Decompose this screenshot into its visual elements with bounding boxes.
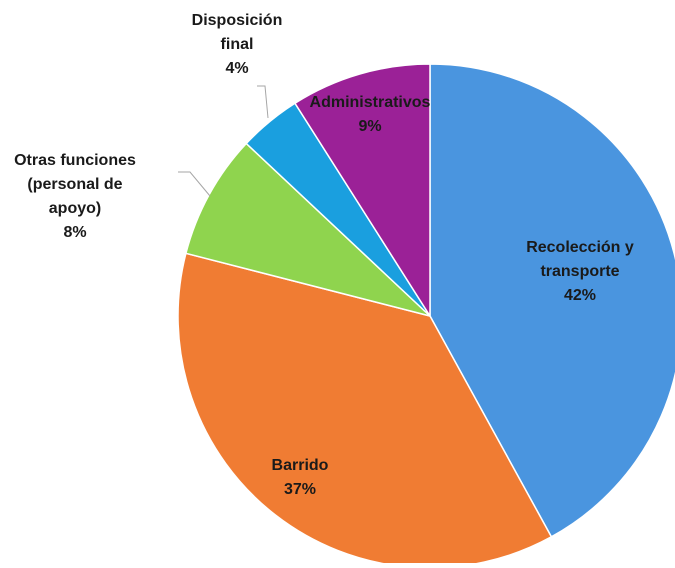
labels-layer: Recolección y transporte 42% Barrido 37% Otra… [14, 12, 634, 498]
slices-layer [177, 63, 675, 568]
slice-name-label: apoyo) [49, 200, 101, 217]
leaders-layer [178, 85, 269, 197]
slice-label-1: Barrido 37% [272, 457, 329, 498]
slice-name-label: Disposición [192, 12, 283, 29]
slice-percent-label: 42% [564, 287, 596, 304]
slice-percent-label: 37% [284, 481, 316, 498]
slice-percent-label: 8% [63, 224, 86, 241]
leader-line-3 [257, 85, 269, 119]
leader-line-2 [178, 171, 211, 197]
slice-name-label: Barrido [272, 457, 329, 474]
slice-percent-label: 9% [358, 118, 381, 135]
pie-slice-4 [293, 63, 431, 319]
slice-label-0: Recolección y transporte 42% [526, 239, 634, 304]
slice-label-3: Disposición final 4% [192, 12, 283, 77]
slice-label-2: Otras funciones (personal de apoyo) 8% [14, 152, 136, 241]
slice-label-4: Administrativos 9% [310, 94, 431, 135]
slice-name-label: final [221, 36, 254, 53]
slice-name-label: Administrativos [310, 94, 431, 111]
slice-name-label: transporte [540, 263, 619, 280]
slice-percent-label: 4% [225, 60, 248, 77]
pie-slice-0 [429, 63, 675, 538]
slice-name-label: Otras funciones [14, 152, 136, 169]
slice-name-label: Recolección y [526, 239, 634, 256]
slice-name-label: (personal de [27, 176, 122, 193]
